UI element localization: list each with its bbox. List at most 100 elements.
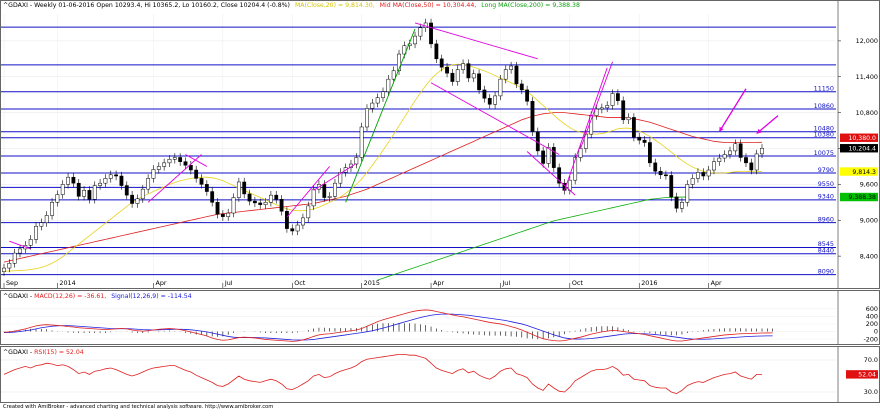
macd-line — [3, 309, 773, 342]
candle-up — [760, 148, 764, 155]
candle-down — [658, 170, 663, 176]
x-tick-label: Oct — [294, 279, 306, 287]
macd-series — [3, 309, 773, 342]
price-header: ^GDAXI - Weekly 01-06-2016 Open 10293.4,… — [3, 2, 580, 9]
level-label: 8545 — [818, 240, 834, 248]
price-gridlines — [1, 14, 836, 286]
level-label: 8090 — [818, 267, 834, 275]
candle-up — [301, 217, 305, 226]
candle-up — [712, 161, 716, 171]
candle-up — [455, 69, 460, 82]
x-tick-label: Sep — [6, 279, 18, 287]
arrow-head — [756, 128, 762, 134]
candle-up — [397, 53, 401, 72]
level-label: 9790 — [818, 166, 834, 174]
candle-down — [252, 200, 257, 204]
candle-up — [509, 65, 514, 70]
candle-up — [28, 239, 33, 246]
candle-up — [18, 248, 22, 254]
candle-down — [551, 147, 556, 168]
candle-down — [487, 98, 492, 105]
price-badge-bg — [840, 192, 878, 202]
candle-up — [268, 194, 273, 203]
rsi-gridlines — [1, 359, 836, 393]
candle-down — [429, 22, 433, 45]
x-tick-label: 2016 — [641, 279, 657, 287]
candle-down — [258, 202, 263, 205]
candle-up — [733, 143, 738, 152]
price-tick-label: 9,000 — [860, 216, 878, 224]
trend-line — [9, 240, 31, 250]
candle-up — [685, 184, 690, 203]
rsi-y-axis: 30.0 70.0 52.04 — [837, 347, 878, 402]
rsi-line — [3, 354, 762, 395]
candle-up — [546, 147, 551, 164]
price-tick-label: 8,400 — [860, 252, 878, 260]
candle-up — [573, 157, 578, 181]
trend-line — [414, 22, 538, 60]
candle-up — [498, 78, 503, 97]
candle-up — [44, 215, 49, 223]
candle-up — [418, 27, 423, 37]
candle-down — [482, 89, 487, 99]
candle-down — [285, 211, 289, 229]
candle-up — [722, 154, 727, 159]
candle-up — [375, 97, 380, 104]
candle-down — [519, 83, 524, 91]
candle-down — [199, 178, 204, 185]
candle-up — [231, 197, 236, 214]
candle-down — [204, 184, 209, 192]
candle-down — [71, 176, 76, 184]
candle-up — [39, 222, 44, 227]
candle-down — [178, 157, 183, 162]
price-header-symbol: ^GDAXI - Weekly 01-06-2016 Open 10293.4,… — [3, 2, 290, 9]
candle-up — [338, 172, 343, 184]
candle-down — [322, 184, 327, 198]
macd-gridlines — [1, 308, 836, 340]
rsi-badge-label: 52.04 — [858, 372, 876, 379]
trend-line — [185, 154, 208, 167]
candle-up — [402, 45, 407, 55]
candle-down — [242, 181, 247, 195]
ma200-line — [377, 196, 688, 281]
candle-down — [749, 162, 754, 171]
candle-up — [140, 188, 145, 199]
candle-up — [461, 63, 465, 70]
price-badge-label: 10,380.0 — [848, 135, 876, 142]
rsi-header-rsi: RSI(15) = 52.04 — [34, 349, 84, 356]
rsi-badge-bg — [846, 370, 878, 379]
candle-down — [466, 63, 471, 79]
x-tick-label: Oct — [572, 279, 584, 287]
candle-up — [594, 108, 599, 116]
candle-down — [514, 65, 519, 85]
candle-up — [226, 212, 231, 217]
candle-up — [696, 172, 700, 179]
candle-up — [295, 224, 300, 232]
candle-up — [60, 184, 65, 195]
candle-down — [188, 164, 193, 171]
candle-up — [306, 205, 311, 219]
trend-line — [526, 151, 576, 196]
candle-up — [2, 267, 6, 272]
signal-line — [3, 313, 773, 341]
price-badge-label: 9,388.38 — [848, 194, 876, 201]
candle-up — [50, 202, 54, 216]
price-badge-label: 9,814.3 — [852, 169, 876, 176]
trend-line — [345, 28, 416, 203]
candle-down — [130, 194, 135, 204]
price-header-ma50: Mid MA(Close,50) = 10,304.44, — [380, 2, 477, 9]
candle-down — [183, 161, 188, 166]
x-tick-label: Apr — [711, 279, 722, 287]
candle-up — [151, 169, 156, 179]
candle-down — [557, 167, 562, 184]
candle-down — [434, 43, 439, 60]
price-header-ma200: Long MA(Close,200) = 9,388.38 — [481, 2, 580, 9]
level-label: 10480 — [814, 125, 834, 133]
candle-down — [450, 72, 455, 82]
macd-header-symbol: ^GDAXI - — [3, 293, 34, 300]
macd-header: ^GDAXI - MACD(12,26) = -36.61, Signal(12… — [3, 293, 192, 300]
candle-down — [744, 157, 748, 164]
candle-up — [146, 178, 151, 190]
macd-tick-label: -200 — [863, 335, 878, 343]
